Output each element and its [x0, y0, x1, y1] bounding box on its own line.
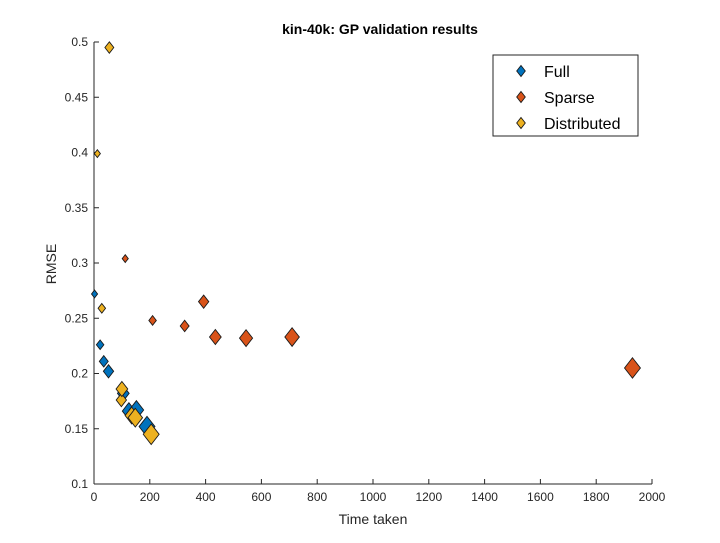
x-tick-label: 200	[140, 490, 160, 504]
y-tick-label: 0.25	[65, 311, 89, 325]
legend-label: Distributed	[544, 116, 620, 133]
y-tick-label: 0.3	[71, 256, 88, 270]
data-points	[90, 41, 641, 446]
data-point-sparse	[284, 327, 300, 348]
legend-label: Sparse	[544, 90, 595, 107]
x-tick-label: 1800	[583, 490, 610, 504]
y-tick-label: 0.1	[71, 477, 88, 491]
data-point-distributed	[115, 380, 129, 398]
data-point-full	[102, 363, 115, 379]
data-point-sparse	[623, 357, 641, 379]
series-sparse	[121, 253, 641, 379]
legend-item-sparse: Sparse	[516, 90, 595, 107]
data-point-full	[90, 289, 99, 299]
y-tick-label: 0.2	[71, 367, 88, 381]
legend: Full Sparse Distributed	[492, 54, 639, 137]
legend-item-distributed: Distributed	[516, 116, 620, 133]
legend-marker	[516, 64, 526, 78]
data-point-full	[98, 354, 109, 368]
data-point-distributed	[115, 392, 128, 408]
data-point-full	[95, 339, 105, 351]
data-point-distributed	[104, 41, 115, 54]
x-tick-label: 800	[307, 490, 327, 504]
data-point-distributed	[97, 302, 107, 314]
y-axis-title: RMSE	[43, 244, 59, 284]
legend-marker	[516, 90, 526, 104]
x-tick-label: 600	[251, 490, 271, 504]
data-point-distributed	[93, 148, 101, 159]
y-tick-label: 0.15	[65, 422, 89, 436]
data-point-sparse	[197, 294, 210, 310]
x-tick-label: 1000	[360, 490, 387, 504]
data-point-sparse	[121, 253, 129, 264]
legend-marker	[516, 116, 526, 130]
y-tick-label: 0.5	[71, 35, 88, 49]
y-tick-label: 0.35	[65, 201, 89, 215]
series-distributed	[93, 41, 160, 446]
legend-item-full: Full	[516, 64, 570, 81]
x-axis-title: Time taken	[339, 511, 408, 527]
data-point-distributed	[127, 407, 144, 428]
x-tick-label: 2000	[639, 490, 666, 504]
data-point-distributed	[142, 423, 160, 446]
x-tick-label: 1200	[415, 490, 442, 504]
data-point-sparse	[238, 329, 254, 348]
data-point-sparse	[179, 319, 190, 333]
x-tick-label: 0	[91, 490, 98, 504]
x-tick-label: 1600	[527, 490, 554, 504]
chart-title: kin-40k: GP validation results	[282, 21, 478, 37]
y-tick-label: 0.4	[71, 146, 88, 160]
y-axis: 0.1 0.15 0.2 0.25 0.3 0.35 0.4 0.45 0.5	[65, 35, 99, 491]
y-tick-label: 0.45	[65, 90, 89, 104]
x-tick-label: 400	[196, 490, 216, 504]
x-axis: 0 200 400 600 800 1000 1200 1400 1600 1800 2000	[91, 479, 666, 504]
data-point-sparse	[148, 314, 157, 326]
x-tick-label: 1400	[471, 490, 498, 504]
legend-label: Full	[544, 64, 570, 81]
data-point-sparse	[208, 328, 222, 346]
